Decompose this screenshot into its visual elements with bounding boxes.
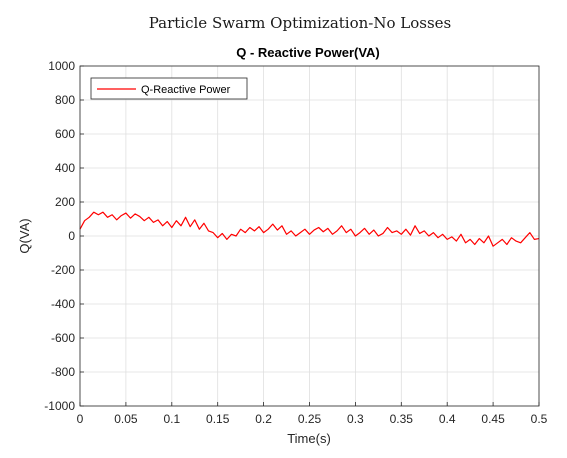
x-tick-label: 0.15 (206, 412, 230, 426)
x-tick-label: 0 (77, 412, 84, 426)
legend-box (90, 77, 248, 100)
x-tick-label: 0.35 (390, 412, 414, 426)
y-tick-label: -600 (51, 331, 75, 345)
y-tick-label: -200 (51, 263, 75, 277)
x-tick-label: 0.05 (114, 412, 138, 426)
legend[interactable]: Q-Reactive Power (90, 77, 248, 100)
x-axis-ticks: 0 0.05 0.1 0.15 0.2 0.25 0.3 0.35 0.4 0.45 0.5 (77, 402, 548, 426)
y-tick-label: 600 (55, 127, 75, 141)
y-tick-label: 800 (55, 93, 75, 107)
y-tick-label: 0 (68, 229, 75, 243)
plot-lines (79, 211, 540, 247)
y-tick-label: 200 (55, 195, 75, 209)
x-tick-label: 0.2 (255, 412, 272, 426)
x-axis-label: Time(s) (287, 431, 331, 446)
x-tick-label: 0.45 (481, 412, 505, 426)
x-tick-label: 0.4 (439, 412, 456, 426)
chart-title: Q - Reactive Power(VA) (236, 45, 380, 60)
y-tick-label: -1000 (44, 399, 75, 413)
legend-label-q: Q-Reactive Power (141, 84, 231, 96)
series-line-q-reactive-power (79, 211, 540, 247)
figure-suptitle: Particle Swarm Optimization-No Losses (149, 14, 451, 32)
y-axis-ticks: -1000 -800 -600 -400 -200 0 200 400 600 800 1000 (44, 59, 84, 413)
x-tick-label: 0.25 (298, 412, 322, 426)
x-tick-label: 0.3 (347, 412, 364, 426)
x-tick-label: 0.1 (163, 412, 180, 426)
y-tick-label: 1000 (48, 59, 75, 73)
x-tick-label: 0.5 (531, 412, 548, 426)
y-axis-label: Q(VA) (17, 218, 32, 253)
y-tick-label: 400 (55, 161, 75, 175)
y-tick-label: -800 (51, 365, 75, 379)
y-tick-label: -400 (51, 297, 75, 311)
